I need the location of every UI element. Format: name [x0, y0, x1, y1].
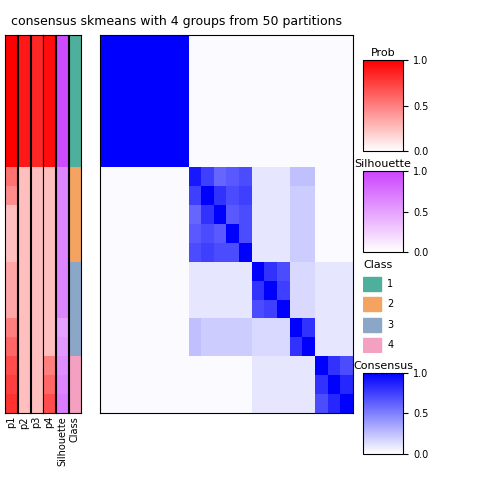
X-axis label: Class: Class: [70, 416, 80, 442]
Bar: [363, 297, 381, 311]
Title: Consensus: Consensus: [353, 361, 413, 371]
Bar: [363, 318, 381, 332]
Bar: [363, 338, 381, 352]
X-axis label: p4: p4: [44, 416, 54, 428]
Title: Silhouette: Silhouette: [355, 159, 411, 169]
Bar: [363, 277, 381, 291]
Title: Prob: Prob: [371, 48, 395, 58]
X-axis label: p3: p3: [32, 416, 42, 428]
X-axis label: Silhouette: Silhouette: [57, 416, 67, 466]
Text: 4: 4: [387, 340, 393, 350]
X-axis label: p2: p2: [19, 416, 29, 428]
Text: 3: 3: [387, 320, 393, 330]
Text: Class: Class: [363, 260, 392, 270]
Text: consensus skmeans with 4 groups from 50 partitions: consensus skmeans with 4 groups from 50 …: [11, 15, 342, 28]
X-axis label: p1: p1: [6, 416, 16, 428]
Text: 1: 1: [387, 279, 393, 289]
Text: 2: 2: [387, 299, 393, 309]
